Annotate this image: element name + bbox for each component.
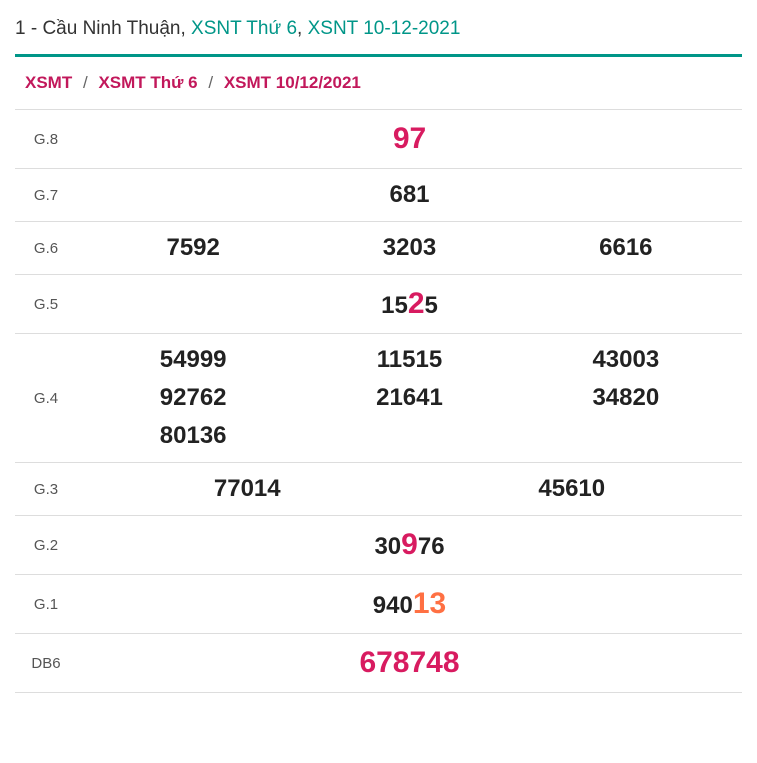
row-g8: G.8 97 <box>15 110 742 169</box>
g4-c7 <box>301 422 517 450</box>
g6-v1: 7592 <box>85 234 301 262</box>
breadcrumb: XSMT / XSMT Thứ 6 / XSMT 10/12/2021 <box>15 57 742 109</box>
breadcrumb-weekday[interactable]: XSMT Thứ 6 <box>98 73 197 92</box>
title-link-date[interactable]: XSNT 10-12-2021 <box>308 18 461 39</box>
label-g8: G.8 <box>15 110 77 169</box>
g4-c1: 11515 <box>301 346 517 374</box>
label-g3: G.3 <box>15 463 77 516</box>
title-sep: , <box>297 18 308 39</box>
breadcrumb-date[interactable]: XSMT 10/12/2021 <box>224 73 361 92</box>
breadcrumb-sep: / <box>83 73 88 92</box>
row-g3: G.3 77014 45610 <box>15 463 742 516</box>
g4-c4: 21641 <box>301 384 517 412</box>
row-g1: G.1 94013 <box>15 575 742 634</box>
value-g2: 30976 <box>77 516 742 575</box>
g2-pre: 30 <box>374 533 401 560</box>
value-g7: 681 <box>77 169 742 222</box>
breadcrumb-xsmt[interactable]: XSMT <box>25 73 72 92</box>
g2-hl: 9 <box>401 528 418 561</box>
row-g5: G.5 1525 <box>15 275 742 334</box>
g8-number: 97 <box>393 122 426 155</box>
value-g6: 7592 3203 6616 <box>77 222 742 275</box>
g6-v3: 6616 <box>518 234 734 262</box>
g5-pre: 15 <box>381 292 408 319</box>
page-title: 1 - Cầu Ninh Thuận, XSNT Thứ 6, XSNT 10-… <box>15 10 742 54</box>
g4-c5: 34820 <box>518 384 734 412</box>
row-g7: G.7 681 <box>15 169 742 222</box>
row-g4: G.4 54999 11515 43003 92762 21641 34820 … <box>15 334 742 463</box>
value-g5: 1525 <box>77 275 742 334</box>
g5-hl: 2 <box>408 287 425 320</box>
label-g5: G.5 <box>15 275 77 334</box>
value-g8: 97 <box>77 110 742 169</box>
g1-pre: 940 <box>373 592 413 619</box>
g4-c0: 54999 <box>85 346 301 374</box>
label-g2: G.2 <box>15 516 77 575</box>
g1-hl: 13 <box>413 587 446 620</box>
row-g2: G.2 30976 <box>15 516 742 575</box>
value-g1: 94013 <box>77 575 742 634</box>
g3-v1: 77014 <box>85 475 410 503</box>
g6-v2: 3203 <box>301 234 517 262</box>
db-number: 678748 <box>359 646 459 679</box>
g4-c3: 92762 <box>85 384 301 412</box>
label-g1: G.1 <box>15 575 77 634</box>
breadcrumb-sep: / <box>208 73 213 92</box>
value-g3: 77014 45610 <box>77 463 742 516</box>
value-g4: 54999 11515 43003 92762 21641 34820 8013… <box>77 334 742 463</box>
row-g6: G.6 7592 3203 6616 <box>15 222 742 275</box>
g3-v2: 45610 <box>410 475 735 503</box>
label-db: DB6 <box>15 634 77 693</box>
label-g4: G.4 <box>15 334 77 463</box>
title-prefix: 1 - Cầu Ninh Thuận, <box>15 18 191 39</box>
g4-c2: 43003 <box>518 346 734 374</box>
results-table: G.8 97 G.7 681 G.6 7592 3203 6616 G.5 15… <box>15 109 742 693</box>
label-g7: G.7 <box>15 169 77 222</box>
label-g6: G.6 <box>15 222 77 275</box>
g5-post: 5 <box>425 292 438 319</box>
g2-post: 76 <box>418 533 445 560</box>
value-db: 678748 <box>77 634 742 693</box>
row-db: DB6 678748 <box>15 634 742 693</box>
g4-c8 <box>518 422 734 450</box>
g4-c6: 80136 <box>85 422 301 450</box>
title-link-weekday[interactable]: XSNT Thứ 6 <box>191 18 297 39</box>
